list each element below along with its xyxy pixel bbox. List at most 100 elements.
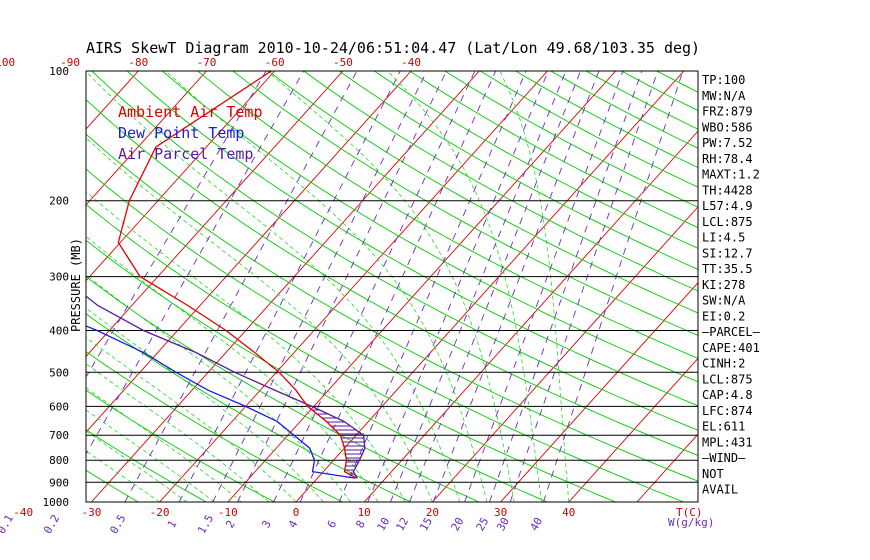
pressure-tick-label: 400 <box>49 324 69 337</box>
dry-adiabat-line <box>0 71 2 502</box>
moist-adiabat-line <box>86 137 433 502</box>
isotherm-line <box>500 281 698 502</box>
mixing-ratio-label: 1 <box>165 518 180 530</box>
dry-adiabat-line <box>303 71 698 292</box>
mixing-ratio-label: 40 <box>527 515 545 533</box>
index-line: LCL:875 <box>702 372 753 386</box>
bottom-temp-tick-label: -10 <box>218 506 238 519</box>
dry-adiabat-line <box>550 71 698 149</box>
bottom-temp-tick-label: 10 <box>358 506 371 519</box>
moist-adiabat-line <box>165 71 488 502</box>
moist-adiabat-line <box>86 450 160 502</box>
isotherm-line <box>86 71 276 282</box>
index-line: —PARCEL— <box>702 325 761 339</box>
moist-adiabat-line <box>86 387 242 502</box>
index-line: —WIND— <box>702 451 746 465</box>
dry-adiabat-line <box>162 71 698 383</box>
top-temp-tick-label: -50 <box>333 56 353 69</box>
isotherm-line <box>432 206 698 502</box>
bottom-temp-tick-label: 40 <box>562 506 575 519</box>
dry-adiabat-line <box>86 239 548 502</box>
dry-adiabat-line <box>86 168 684 502</box>
index-line: TT:35.5 <box>702 262 753 276</box>
dry-adiabat-line <box>86 429 207 502</box>
index-line: L57:4.9 <box>702 199 753 213</box>
bottom-temp-tick-label: 0 <box>293 506 300 519</box>
mixing-ratio-line <box>86 71 267 378</box>
mixing-ratio-line <box>299 71 497 502</box>
dry-adiabat-line <box>86 313 412 502</box>
pressure-tick-label: 300 <box>49 271 69 284</box>
pressure-tick-label: 1000 <box>43 496 70 509</box>
isotherm-line <box>0 71 2 502</box>
moist-adiabat-line <box>86 430 188 502</box>
pressure-tick-label: 600 <box>49 400 69 413</box>
dry-adiabat-line <box>91 71 698 431</box>
moist-adiabat-line <box>86 236 379 502</box>
mixing-ratio-line <box>178 71 401 502</box>
temp-unit-label: T(C) <box>676 506 703 519</box>
pressure-tick-label: 100 <box>49 65 69 78</box>
mixing-ratio-line <box>338 71 527 502</box>
index-line: EL:611 <box>702 420 745 434</box>
index-line: CAP:4.8 <box>702 388 753 402</box>
dry-adiabat-line <box>86 133 698 482</box>
dry-adiabat-line <box>374 71 698 249</box>
dry-adiabat-line <box>444 71 698 208</box>
top-temp-tick-label: -40 <box>401 56 421 69</box>
index-line: CAPE:401 <box>702 341 760 355</box>
isotherm-line <box>227 71 617 502</box>
y-axis-label: PRESSURE (MB) <box>69 238 83 332</box>
pressure-tick-label: 500 <box>49 366 69 379</box>
dry-adiabat-line <box>86 276 480 502</box>
dry-adiabat-line <box>86 351 343 502</box>
dewpoint-line <box>86 325 356 479</box>
isotherm-line <box>86 71 344 358</box>
moist-adiabat-line <box>86 307 324 502</box>
mixing-ratio-label: 25 <box>474 515 492 533</box>
pressure-tick-label: 700 <box>49 429 69 442</box>
index-line: TH:4428 <box>702 183 753 197</box>
bottom-temp-tick-label: -40 <box>13 506 33 519</box>
top-temp-tick-label: -90 <box>60 56 80 69</box>
mixing-ratio-label: 10 <box>375 515 393 533</box>
mixing-ratio-label: 15 <box>417 515 435 533</box>
bottom-temp-tick-label: -20 <box>150 506 170 519</box>
index-line: LCL:875 <box>702 215 753 229</box>
index-line: NOT <box>702 467 724 481</box>
mixing-ratio-line <box>489 71 643 502</box>
index-line: CINH:2 <box>702 357 745 371</box>
mixing-ratio-label: 20 <box>449 515 467 533</box>
mixing-ratio-label: 6 <box>325 518 340 530</box>
mixing-ratio-line <box>273 71 476 502</box>
moist-adiabat-line <box>86 363 269 502</box>
mixing-ratio-line <box>542 71 684 502</box>
top-temp-tick-label: -70 <box>197 56 217 69</box>
dry-adiabat-line <box>515 71 698 169</box>
index-line: PW:7.52 <box>702 136 753 150</box>
mixing-ratio-label: 3 <box>259 518 274 530</box>
legend-parcel: Air Parcel Temp <box>118 145 253 163</box>
mixing-unit-label: W(g/kg) <box>668 516 714 529</box>
chart-title: AIRS SkewT Diagram 2010-10-24/06:51:04.4… <box>86 39 700 57</box>
mixing-ratio-label: 1.5 <box>195 512 216 536</box>
parcel-temp-line <box>86 295 366 479</box>
dry-adiabat-line <box>479 71 698 188</box>
index-line: SW:N/A <box>702 294 746 308</box>
top-temp-tick-label: -60 <box>265 56 285 69</box>
isotherm-line <box>363 130 698 502</box>
index-line: TP:100 <box>702 73 745 87</box>
pressure-tick-label: 800 <box>49 454 69 467</box>
dry-adiabat-line <box>197 71 698 359</box>
mixing-ratio-line <box>509 71 659 502</box>
index-line: FRZ:879 <box>702 105 753 119</box>
moist-adiabat-line <box>266 71 515 502</box>
bottom-temp-tick-label: -30 <box>81 506 101 519</box>
mixing-ratio-label: 0.2 <box>41 512 62 536</box>
mixing-ratio-label: 30 <box>494 515 512 533</box>
mixing-ratio-line <box>237 71 447 502</box>
index-line: LFC:874 <box>702 404 753 418</box>
moist-adiabat-line <box>86 409 215 502</box>
mixing-ratio-line <box>464 71 624 502</box>
moist-adiabat-line <box>499 71 570 502</box>
